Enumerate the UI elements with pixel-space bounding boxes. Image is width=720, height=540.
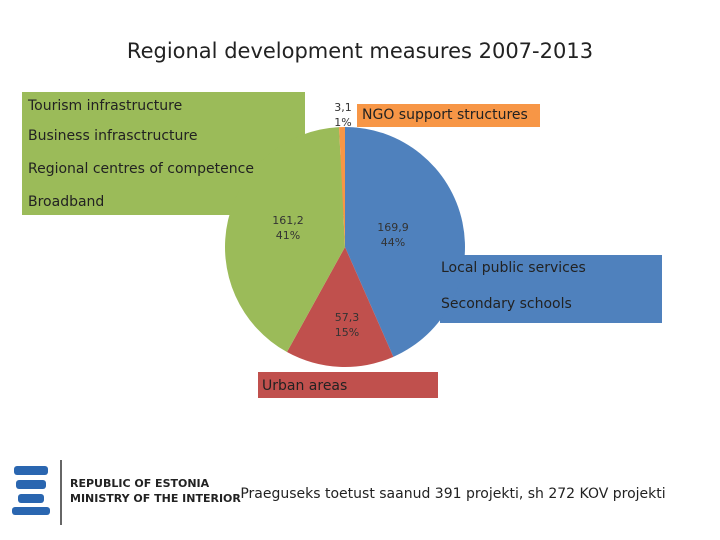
category-label: Local public services [441,260,586,276]
pie-slice [224,127,345,353]
logo-line-1: REPUBLIC OF ESTONIA [70,477,210,490]
footer-note: Praeguseks toetust saanud 391 projekti, … [240,486,665,502]
pie-slice [345,127,466,357]
value-label: 57,3 [335,311,360,324]
coat-of-arms [12,466,50,515]
labels: Local public services Secondary schools Ur… [27,98,586,394]
category-label: Tourism infrastructure [27,98,182,114]
value-label: 161,2 [272,214,304,227]
value-label: 169,9 [377,221,409,234]
pie [224,127,466,368]
percent-label: 41% [276,229,300,242]
category-label: Regional centres of competence [28,161,254,177]
value-label: 3,1 [334,101,352,114]
category-label: Secondary schools [441,296,572,312]
pie-slice [286,247,394,368]
logo: REPUBLIC OF ESTONIA MINISTRY OF THE INTE… [12,460,241,525]
label-box [258,372,438,398]
label-box [357,104,540,127]
logo-line-2: MINISTRY OF THE INTERIOR [70,492,241,505]
chart-title: Regional development measures 2007-2013 [127,39,593,63]
percent-label: 15% [335,326,359,339]
pie-slice [339,127,345,247]
category-label: Broadband [28,194,104,210]
category-label: Urban areas [262,378,347,394]
category-label: Business infrasctructure [28,128,197,144]
percent-label: 1% [334,116,351,129]
percent-label: 44% [381,236,405,249]
label-box [440,255,662,323]
category-label: NGO support structures [362,107,528,123]
